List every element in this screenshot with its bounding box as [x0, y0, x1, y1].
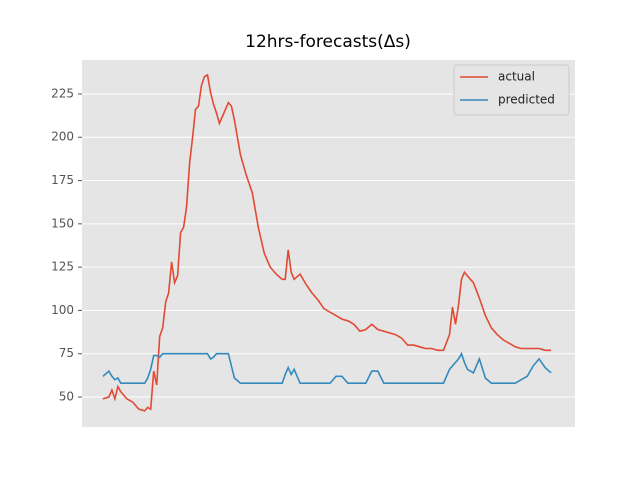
y-tick-label: 50	[59, 390, 74, 404]
legend-label: predicted	[498, 93, 555, 107]
y-tick-label: 150	[51, 216, 74, 230]
series-line	[102, 351, 552, 384]
y-tick-label: 200	[51, 130, 74, 144]
y-tick-label: 75	[59, 346, 74, 360]
y-tick-label: 125	[51, 260, 74, 274]
y-tick-label: 225	[51, 86, 74, 100]
plot-area	[82, 60, 575, 427]
y-tick-label: 100	[51, 303, 74, 317]
legend-label: actual	[498, 70, 535, 84]
series-line	[102, 73, 552, 412]
chart-title: 12hrs-forecasts(Δs)	[245, 32, 411, 52]
y-tick-label: 175	[51, 173, 74, 187]
